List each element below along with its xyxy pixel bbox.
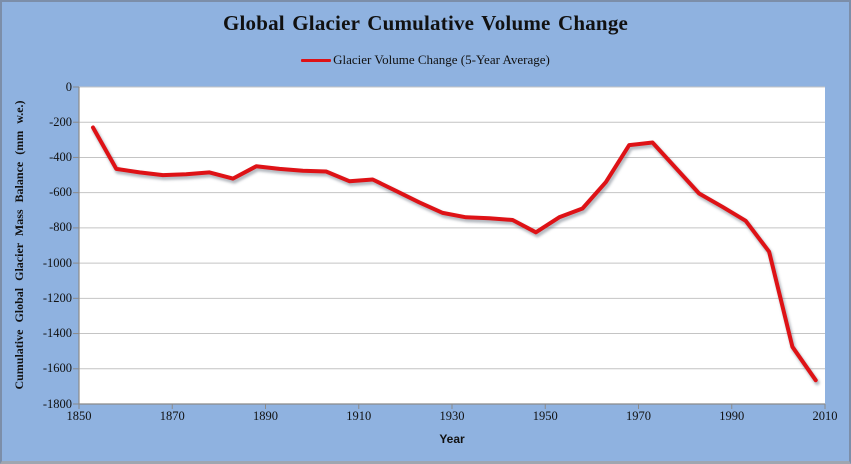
y-tick-label: -1200 xyxy=(42,290,72,305)
legend: Glacier Volume Change (5-Year Average) xyxy=(2,51,849,69)
y-tick-label: -800 xyxy=(49,220,72,235)
x-tick-label: 1950 xyxy=(532,409,558,423)
chart-title: Global Glacier Cumulative Volume Change xyxy=(222,11,629,35)
legend-label: Glacier Volume Change (5-Year Average) xyxy=(333,52,550,67)
x-tick-label: 1850 xyxy=(66,409,92,423)
y-tick-label: -1400 xyxy=(42,326,72,341)
y-tick-label: -1600 xyxy=(42,361,72,376)
y-tick-label: -1800 xyxy=(42,396,72,411)
y-tick-label: -600 xyxy=(49,185,72,200)
x-tick-label: 1990 xyxy=(719,409,745,423)
x-tick-label: 1870 xyxy=(159,409,185,423)
legend-line-swatch xyxy=(301,58,332,62)
x-tick-label: 2010 xyxy=(812,409,838,423)
x-tick-label: 1970 xyxy=(626,409,651,423)
y-tick-label: -1000 xyxy=(42,255,72,270)
x-tick-label: 1890 xyxy=(253,409,278,423)
y-tick-label: 0 xyxy=(65,79,72,94)
x-tick-label: 1910 xyxy=(346,409,372,423)
y-tick-label: -200 xyxy=(49,114,72,129)
y-tick-label: -400 xyxy=(49,149,72,164)
x-tick-label: 1930 xyxy=(439,409,465,423)
x-axis-title: Year xyxy=(439,432,465,446)
